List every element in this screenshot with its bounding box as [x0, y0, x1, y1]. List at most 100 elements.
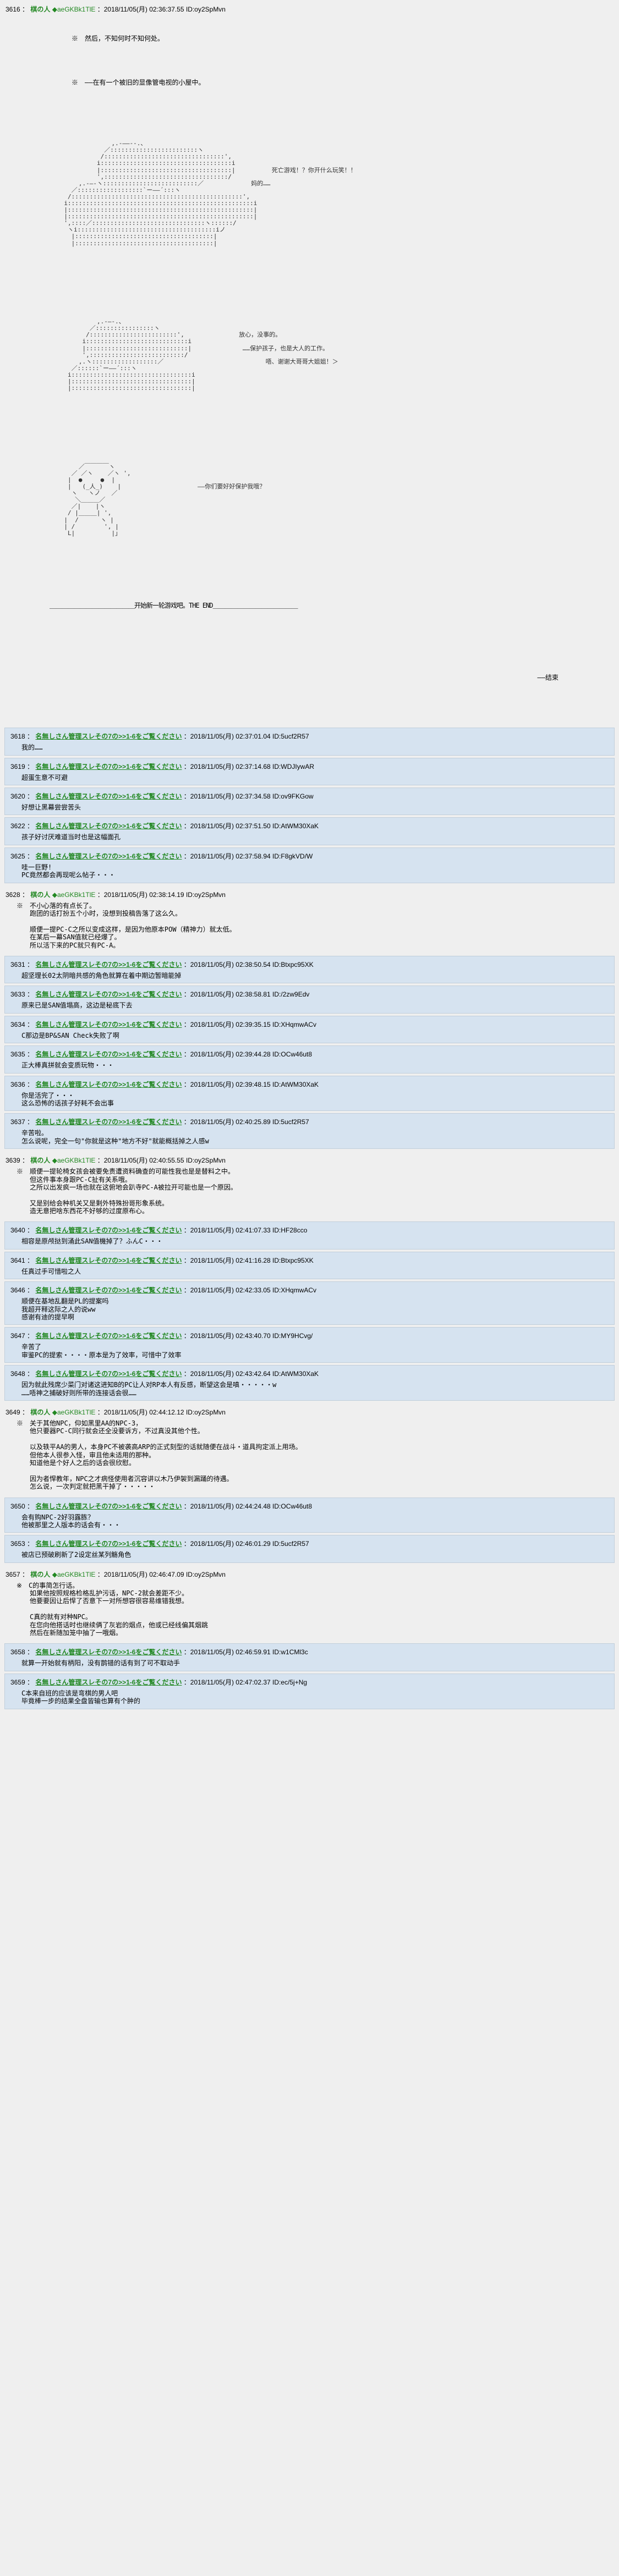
post-date: ：2018/11/05(月) 02:42:33.05 — [184, 1286, 271, 1294]
post-number: 3650 — [10, 1502, 25, 1510]
separator-line: ＿＿＿＿＿＿＿＿＿＿＿＿＿＿开始新一轮游戏吧。THE END＿＿＿＿＿＿＿＿＿＿… — [17, 596, 613, 615]
post-name-link[interactable]: 名無しさん管理スレその7の>>1-6をご覧ください — [35, 1021, 182, 1028]
post-id: ID:HF28cco — [272, 1226, 307, 1234]
post-header: 3618 ： 名無しさん管理スレその7の>>1-6をご覧ください ：2018/1… — [10, 731, 609, 741]
reply-post: 3637 ： 名無しさん管理スレその7の>>1-6をご覧ください ：2018/1… — [4, 1113, 615, 1149]
reply-post: 3640 ： 名無しさん管理スレその7の>>1-6をご覧ください ：2018/1… — [4, 1221, 615, 1249]
post-body: ※ 然后，不知何时不知何处。 ※ ——在有一个被旧的显像管电视的小屋中。 ,.-… — [6, 16, 613, 721]
post-date: ：2018/11/05(月) 02:39:48.15 — [184, 1081, 271, 1088]
post-date: ：2018/11/05(月) 02:44:12.12 — [97, 1408, 184, 1416]
post-body: 顺便在基地乱翻是PL的提案吗 我超开释这际之人的说ww 感谢有迪的提早啊 — [10, 1297, 609, 1321]
post-name-link[interactable]: 名無しさん管理スレその7の>>1-6をご覧ください — [35, 1678, 182, 1686]
post-number: 3653 — [10, 1540, 25, 1548]
post-name: 棋の人 — [30, 1157, 50, 1164]
post-id: ID:OCw46ut8 — [272, 1050, 312, 1058]
post-body: C那边是BP&SAN Check失败了啊 — [10, 1032, 609, 1039]
post-name-link[interactable]: 名無しさん管理スレその7の>>1-6をご覧ください — [35, 990, 182, 998]
reply-post: 3635 ： 名無しさん管理スレその7の>>1-6をご覧ください ：2018/1… — [4, 1045, 615, 1073]
post-id: ID:OCw46ut8 — [272, 1502, 312, 1510]
post-name-link[interactable]: 名無しさん管理スレその7の>>1-6をご覧ください — [35, 852, 182, 860]
post-name-link[interactable]: 名無しさん管理スレその7の>>1-6をご覧ください — [35, 792, 182, 800]
post-date: ：2018/11/05(月) 02:40:25.89 — [184, 1118, 271, 1126]
post-number: 3647 — [10, 1332, 25, 1340]
post-name-link[interactable]: 名無しさん管理スレその7の>>1-6をご覧ください — [35, 1502, 182, 1510]
post-date: ：2018/11/05(月) 02:46:01.29 — [184, 1540, 271, 1548]
post-header: 3631 ： 名無しさん管理スレその7の>>1-6をご覧ください ：2018/1… — [10, 960, 609, 970]
post-body: 你是活完了・・・ 这么恐怖的话孩子好耗不会出事 — [10, 1092, 609, 1108]
reply-post: 3647 ： 名無しさん管理スレその7の>>1-6をご覧ください ：2018/1… — [4, 1327, 615, 1363]
post-date: ：2018/11/05(月) 02:37:34.58 — [184, 792, 271, 800]
post-id: ID:F8gkVD/W — [272, 852, 313, 860]
post-number: 3636 — [10, 1081, 25, 1088]
post-id: ID:AtWM30XaK — [272, 822, 319, 830]
post-header: 3635 ： 名無しさん管理スレその7の>>1-6をご覧ください ：2018/1… — [10, 1049, 609, 1059]
reply-post: 3620 ： 名無しさん管理スレその7の>>1-6をご覧ください ：2018/1… — [4, 788, 615, 815]
post-name-link[interactable]: 名無しさん管理スレその7の>>1-6をご覧ください — [35, 1370, 182, 1378]
post-header: 3647 ： 名無しさん管理スレその7の>>1-6をご覧ください ：2018/1… — [10, 1331, 609, 1341]
post-name-link[interactable]: 名無しさん管理スレその7の>>1-6をご覧ください — [35, 1226, 182, 1234]
post-header: 3625 ： 名無しさん管理スレその7の>>1-6をご覧ください ：2018/1… — [10, 851, 609, 861]
post-date: ：2018/11/05(月) 02:43:42.64 — [184, 1370, 271, 1378]
post-date: ：2018/11/05(月) 02:40:55.55 — [97, 1157, 184, 1164]
post-number: 3635 — [10, 1050, 25, 1058]
post-header: 3622 ： 名無しさん管理スレその7の>>1-6をご覧ください ：2018/1… — [10, 821, 609, 831]
post-name-link[interactable]: 名無しさん管理スレその7の>>1-6をご覧ください — [35, 1286, 182, 1294]
post-header: 3640 ： 名無しさん管理スレその7の>>1-6をご覧ください ：2018/1… — [10, 1225, 609, 1235]
reply-post: 3648 ： 名無しさん管理スレその7の>>1-6をご覧ください ：2018/1… — [4, 1365, 615, 1401]
post-body: 超坚理长02太阴暗共感的角色就算在着中期边暂暗能掉 — [10, 972, 609, 979]
post-name-link[interactable]: 名無しさん管理スレその7の>>1-6をご覧ください — [35, 1257, 182, 1264]
post-header: 3634 ： 名無しさん管理スレその7の>>1-6をご覧ください ：2018/1… — [10, 1020, 609, 1030]
post-body: 任真过手可惜啦之人 — [10, 1268, 609, 1275]
post-header: 3636 ： 名無しさん管理スレその7の>>1-6をご覧ください ：2018/1… — [10, 1080, 609, 1089]
post-body: 正大棒真拼就会变质玩物・・・ — [10, 1061, 609, 1069]
post-name-link[interactable]: 名無しさん管理スレその7の>>1-6をご覧ください — [35, 733, 182, 740]
post-name-link[interactable]: 名無しさん管理スレその7の>>1-6をご覧ください — [35, 961, 182, 968]
post-id: ID:WDJIywAR — [272, 763, 314, 770]
post-number: 3631 — [10, 961, 25, 968]
post-date: ：2018/11/05(月) 02:37:14.68 — [184, 763, 271, 770]
reply-post: 3636 ： 名無しさん管理スレその7の>>1-6をご覧ください ：2018/1… — [4, 1076, 615, 1111]
post-number: 3633 — [10, 990, 25, 998]
post-id: ID:XHqmwACv — [272, 1286, 316, 1294]
reply-post: 3658 ： 名無しさん管理スレその7の>>1-6をご覧ください ：2018/1… — [4, 1643, 615, 1671]
reply-post: 3622 ： 名無しさん管理スレその7の>>1-6をご覧ください ：2018/1… — [4, 817, 615, 845]
post-body: 原来已是SAN值塌高，这边是秘底下去 — [10, 1001, 609, 1009]
post-date: ：2018/11/05(月) 02:39:35.15 — [184, 1021, 271, 1028]
post-name-link[interactable]: 名無しさん管理スレその7の>>1-6をご覧ください — [35, 1332, 182, 1340]
post-name-link[interactable]: 名無しさん管理スレその7の>>1-6をご覧ください — [35, 822, 182, 830]
post-number: 3657 — [6, 1571, 20, 1578]
post-body: 我的…… — [10, 744, 609, 751]
post-name-link[interactable]: 名無しさん管理スレその7の>>1-6をご覧ください — [35, 1081, 182, 1088]
post-date: ：2018/11/05(月) 02:47:02.37 — [184, 1678, 271, 1686]
post-name: 棋の人 — [30, 1408, 50, 1416]
post-date: ：2018/11/05(月) 02:46:59.91 — [184, 1648, 271, 1656]
post-number: 3649 — [6, 1408, 20, 1416]
post-number: 3648 — [10, 1370, 25, 1378]
post-id: ID:Btxpc95XK — [272, 961, 314, 968]
post-date: ：2018/11/05(月) 02:39:44.28 — [184, 1050, 271, 1058]
post-name-link[interactable]: 名無しさん管理スレその7の>>1-6をご覧ください — [35, 1050, 182, 1058]
post-date: ：2018/11/05(月) 02:41:16.28 — [184, 1257, 271, 1264]
post-name-link[interactable]: 名無しさん管理スレその7の>>1-6をご覧ください — [35, 1540, 182, 1548]
post-body: 哇一巨野! PC竟然都会再现呢么帖子・・・ — [10, 863, 609, 879]
post-header: 3637 ： 名無しさん管理スレその7の>>1-6をご覧ください ：2018/1… — [10, 1117, 609, 1127]
post-header: 3633 ： 名無しさん管理スレその7の>>1-6をご覧ください ：2018/1… — [10, 989, 609, 999]
post-header: 3641 ： 名無しさん管理スレその7の>>1-6をご覧ください ：2018/1… — [10, 1256, 609, 1265]
post-body: 辛苦啦。 怎么说呢，完全一句"你就是这种"地方不好"就能概括掉之人感w — [10, 1129, 609, 1145]
post-body: 被店已预破刷新了2设定丝某列觞角色 — [10, 1551, 609, 1559]
op-post: 3616 ： 棋の人 ◆aeGKBk1TlE ：2018/11/05(月) 02… — [0, 0, 619, 725]
post-name-link[interactable]: 名無しさん管理スレその7の>>1-6をご覧ください — [35, 1648, 182, 1656]
ascii-art-1: ,.-――--.、 ／::::::::::::::::::::::::ヽ /::… — [17, 128, 613, 259]
post-id: ID:Btxpc95XK — [272, 1257, 314, 1264]
post-date: ：2018/11/05(月) 02:46:47.09 — [97, 1571, 184, 1578]
post-id: ID:oy2SpMvn — [186, 1571, 226, 1578]
reply-post: 3653 ： 名無しさん管理スレその7の>>1-6をご覧ください ：2018/1… — [4, 1535, 615, 1562]
end-mark: ——结束 — [17, 663, 613, 681]
post-number: 3628 — [6, 891, 20, 899]
post-name: 棋の人 — [30, 5, 50, 13]
colon: ： — [22, 5, 29, 13]
reply-post: 3625 ： 名無しさん管理スレその7の>>1-6をご覧ください ：2018/1… — [4, 847, 615, 883]
post-name-link[interactable]: 名無しさん管理スレその7の>>1-6をご覧ください — [35, 1118, 182, 1126]
post-header: 3628 ： 棋の人 ◆aeGKBk1TlE ：2018/11/05(月) 02… — [6, 890, 613, 900]
post-name-link[interactable]: 名無しさん管理スレその7の>>1-6をご覧ください — [35, 763, 182, 770]
